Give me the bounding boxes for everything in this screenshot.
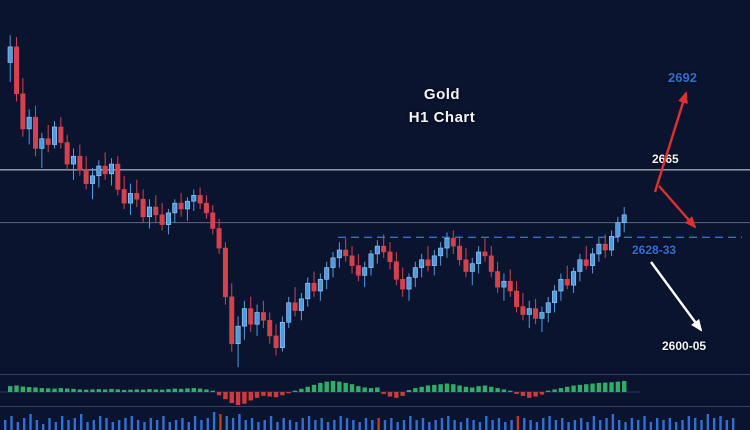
target-up-price-label: 2692	[668, 70, 697, 85]
target-down-price-label: 2600-05	[662, 339, 707, 353]
resistance-price-label: 2665	[652, 152, 679, 166]
chart-title: Gold	[423, 86, 461, 103]
support-zone-price-label: 2628-33	[632, 243, 677, 257]
indicator-separator-bottom	[0, 406, 750, 407]
indicator-separator-top	[0, 374, 750, 375]
oscillator-histogram-canvas	[0, 380, 640, 405]
volume-strip-canvas	[4, 412, 735, 430]
chart-subtitle: H1 Chart	[408, 109, 476, 126]
price-chart-canvas[interactable]	[0, 0, 750, 375]
